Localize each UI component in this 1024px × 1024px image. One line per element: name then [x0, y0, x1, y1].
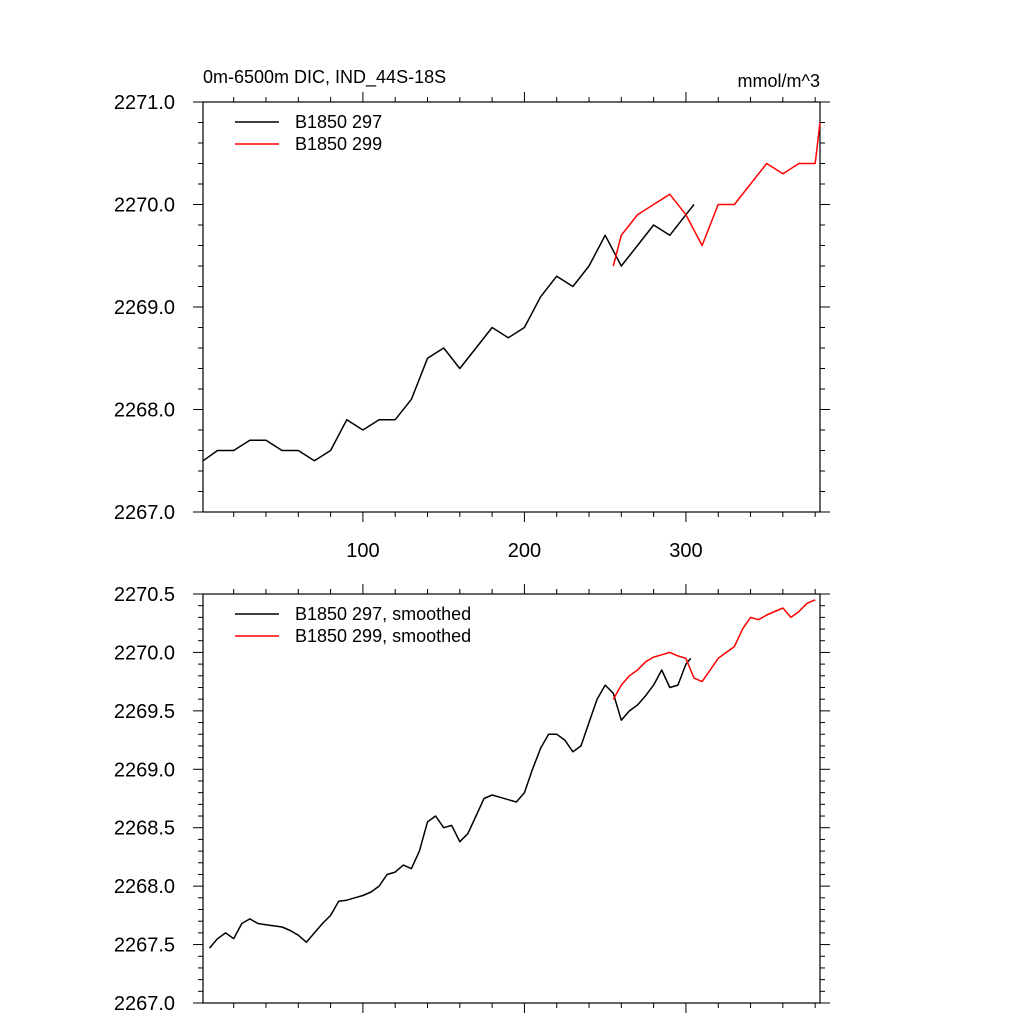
- top-y-tick-label: 2267.0: [114, 502, 175, 524]
- top-legend-label-1: B1850 297: [295, 112, 382, 132]
- top-x-tick-label: 300: [669, 540, 702, 562]
- top-panel-title: 0m-6500m DIC, IND_44S-18S: [203, 67, 446, 88]
- top-y-tick-labels: 2267.0 2268.0 2269.0 2270.0 2271.0: [114, 92, 175, 524]
- bottom-series-group: [208, 599, 816, 949]
- bottom-legend-label-2: B1850 299, smoothed: [295, 626, 471, 646]
- top-series-group: [202, 122, 821, 462]
- bottom-plot-frame: [202, 593, 821, 1004]
- bottom-y-tick-label: 2268.5: [114, 818, 175, 840]
- bottom-legend-label-1: B1850 297, smoothed: [295, 604, 471, 624]
- top-panel: 0m-6500m DIC, IND_44S-18S mmol/m^3 2267.…: [114, 67, 830, 562]
- bottom-y-tick-label: 2269.0: [114, 759, 175, 781]
- bottom-y-tick-label: 2270.5: [114, 584, 175, 606]
- bottom-series-line-1: [208, 657, 692, 949]
- top-series-line-2: [612, 122, 821, 267]
- top-y-tick-label: 2268.0: [114, 400, 175, 422]
- bottom-series-line-2: [612, 599, 816, 700]
- bottom-y-tick-label: 2268.0: [114, 876, 175, 898]
- bottom-ticks: [193, 584, 830, 1013]
- bottom-y-tick-label: 2269.5: [114, 701, 175, 723]
- top-y-tick-label: 2269.0: [114, 297, 175, 319]
- bottom-panel: 2267.0 2267.5 2268.0 2268.5 2269.0 2269.5 2270…: [114, 584, 830, 1015]
- top-panel-units: mmol/m^3: [738, 71, 820, 91]
- top-y-tick-label: 2271.0: [114, 92, 175, 114]
- bottom-y-tick-label: 2267.5: [114, 935, 175, 957]
- top-x-tick-label: 100: [346, 540, 379, 562]
- top-x-tick-label: 200: [508, 540, 541, 562]
- top-y-tick-label: 2270.0: [114, 195, 175, 217]
- bottom-y-tick-label: 2267.0: [114, 993, 175, 1015]
- bottom-y-tick-label: 2270.0: [114, 642, 175, 664]
- top-x-tick-labels: 100 200 300: [346, 540, 702, 562]
- bottom-y-tick-labels: 2267.0 2267.5 2268.0 2268.5 2269.0 2269.5 2270…: [114, 584, 175, 1015]
- top-legend-label-2: B1850 299: [295, 134, 382, 154]
- top-ticks: [193, 92, 830, 522]
- top-series-line-1: [202, 204, 695, 462]
